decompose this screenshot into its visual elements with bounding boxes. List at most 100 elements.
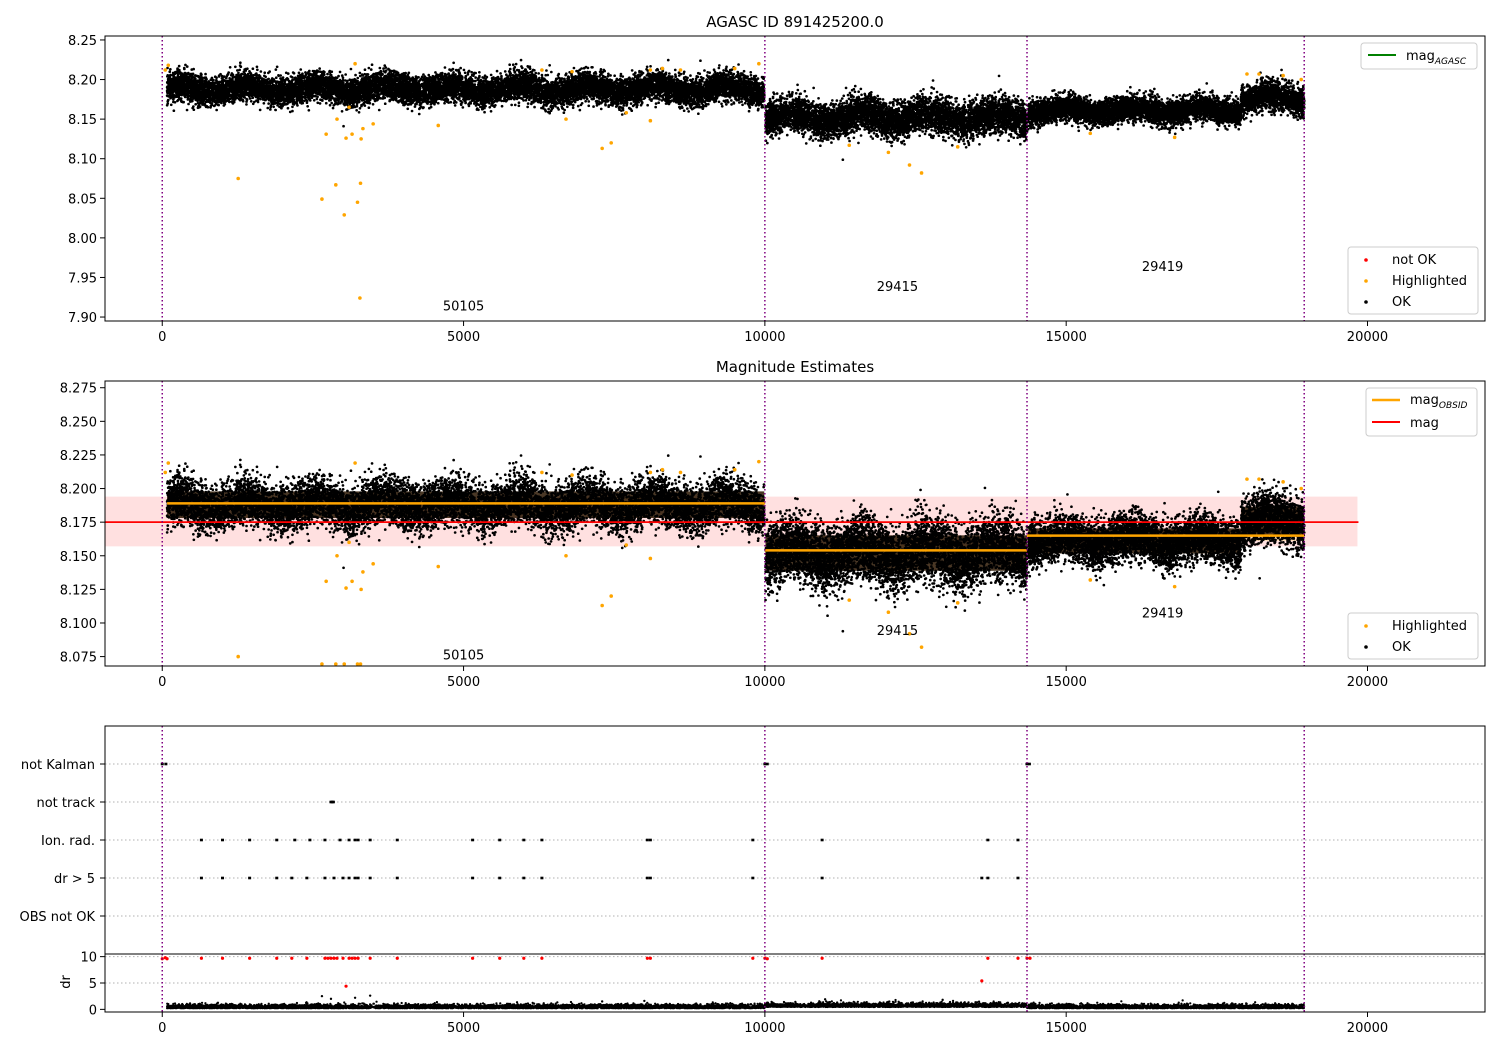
panel-magnitude-plot-area: 50105 29415 29419 0 5000 10000 15000 20000 8.075… bbox=[60, 380, 1486, 690]
legend-ok-marker bbox=[1364, 645, 1368, 649]
highlighted-point bbox=[540, 68, 544, 72]
highlighted-point bbox=[1088, 131, 1093, 136]
highlighted-point bbox=[1172, 584, 1177, 589]
x-tick-label: 10000 bbox=[744, 330, 785, 345]
flag-point bbox=[368, 838, 372, 842]
dr-not-ok-point bbox=[341, 956, 345, 960]
highlighted-point bbox=[436, 123, 441, 128]
flag-point bbox=[648, 876, 652, 880]
highlighted-point bbox=[919, 645, 924, 649]
y-tick-label: 7.90 bbox=[68, 311, 97, 326]
dr-spike-point bbox=[941, 998, 944, 1002]
highlighted-point bbox=[732, 467, 737, 472]
highlighted-points bbox=[163, 459, 1304, 666]
highlighted-point bbox=[624, 543, 629, 547]
dr-not-ok-point bbox=[540, 956, 544, 960]
dr-not-ok-point bbox=[820, 956, 824, 960]
dr-not-ok-point bbox=[329, 956, 333, 960]
legend-frame bbox=[1347, 612, 1479, 660]
x-tick-label: 15000 bbox=[1045, 330, 1086, 345]
flag-point bbox=[356, 876, 360, 880]
highlighted-point bbox=[886, 150, 891, 155]
flag-point bbox=[498, 876, 502, 880]
highlighted-point bbox=[955, 145, 960, 149]
dr-points bbox=[166, 998, 1306, 1010]
flag-point bbox=[540, 876, 544, 880]
highlighted-point bbox=[355, 662, 360, 666]
flag-point bbox=[347, 876, 351, 880]
panel-agasc-title: AGASC ID 891425200.0 bbox=[706, 13, 884, 31]
flag-point bbox=[221, 838, 225, 842]
highlighted-point bbox=[320, 662, 324, 666]
highlighted-point bbox=[358, 181, 363, 186]
y-tick-label: 8.175 bbox=[60, 516, 97, 531]
flag-row-label: not track bbox=[36, 796, 95, 811]
y-tick-label: 8.15 bbox=[68, 113, 97, 128]
dr-spike-point bbox=[643, 999, 646, 1003]
dr-not-ok-point bbox=[165, 957, 169, 961]
highlighted-point bbox=[609, 141, 614, 145]
highlighted-point bbox=[361, 126, 365, 131]
dr-not-ok-point bbox=[347, 956, 351, 960]
highlighted-point bbox=[1088, 578, 1093, 582]
highlighted-point bbox=[757, 459, 761, 464]
panel-magnitude-status-legend: Highlighted OK bbox=[1347, 612, 1479, 660]
dr-not-ok-point bbox=[199, 956, 204, 960]
obsid-label: 50105 bbox=[443, 300, 484, 315]
highlighted-point bbox=[371, 562, 375, 566]
flag-point bbox=[765, 762, 769, 766]
highlighted-point bbox=[324, 132, 328, 136]
highlighted-point bbox=[1245, 477, 1249, 481]
flag-row-label: OBS not OK bbox=[20, 910, 96, 925]
highlighted-point bbox=[344, 586, 348, 590]
obsid-label: 29415 bbox=[877, 624, 918, 639]
flag-point bbox=[763, 762, 767, 766]
highlighted-point bbox=[570, 473, 574, 477]
dr-not-ok-point bbox=[522, 956, 526, 960]
highlighted-point bbox=[355, 200, 360, 205]
dr-not-ok-point bbox=[368, 956, 372, 960]
flag-point bbox=[353, 876, 357, 880]
dr-not-ok-point bbox=[1028, 956, 1032, 960]
panel-magnitude-legend: magOBSID mag bbox=[1365, 387, 1478, 437]
flag-point bbox=[331, 800, 335, 804]
flag-point bbox=[368, 876, 372, 880]
highlighted-point bbox=[335, 117, 339, 121]
ok-point-cloud bbox=[764, 74, 1029, 161]
flag-point bbox=[648, 838, 652, 842]
highlighted-point bbox=[600, 603, 604, 608]
ok-point-cloud bbox=[1239, 68, 1306, 123]
x-tick-label: 15000 bbox=[1045, 1021, 1086, 1036]
dr-not-ok-point bbox=[356, 956, 360, 960]
y-tick-label: 5 bbox=[89, 977, 97, 992]
panel-dr: dr 0 5000 10000 15000 20000 0 5 10 bbox=[59, 951, 1486, 1036]
panel-agasc-plot-area: 50105 29415 29419 0 5000 10000 15000 20000 7.90 7… bbox=[68, 34, 1486, 345]
dr-not-ok-point bbox=[395, 956, 399, 960]
y-tick-label: 8.250 bbox=[60, 415, 97, 430]
dr-not-ok-point bbox=[323, 956, 327, 960]
highlighted-point bbox=[347, 540, 351, 545]
highlighted-point bbox=[236, 176, 240, 181]
flag-point bbox=[471, 838, 475, 842]
legend-frame bbox=[1347, 246, 1479, 315]
x-tick-label: 15000 bbox=[1045, 675, 1086, 690]
highlighted-point bbox=[320, 197, 324, 201]
flag-point bbox=[323, 838, 327, 842]
ok-point-cloud bbox=[1027, 490, 1243, 587]
x-tick-label: 0 bbox=[158, 330, 166, 345]
obsid-label: 50105 bbox=[443, 648, 484, 663]
flag-point bbox=[338, 838, 342, 842]
ok-point-cloud bbox=[165, 58, 766, 128]
highlighted-point bbox=[564, 553, 568, 558]
highlighted-point bbox=[347, 105, 351, 110]
panel-agasc: AGASC ID 891425200.0 50105 29415 29419 0 500… bbox=[68, 13, 1486, 345]
highlighted-point bbox=[358, 662, 363, 666]
flag-point bbox=[164, 762, 168, 766]
highlighted-point bbox=[436, 564, 441, 569]
flag-point bbox=[498, 838, 502, 842]
highlighted-point bbox=[660, 467, 665, 472]
highlighted-point bbox=[1257, 72, 1261, 76]
y-tick-label: 8.075 bbox=[60, 651, 97, 666]
flag-point bbox=[820, 876, 824, 880]
highlighted-point bbox=[350, 132, 354, 136]
